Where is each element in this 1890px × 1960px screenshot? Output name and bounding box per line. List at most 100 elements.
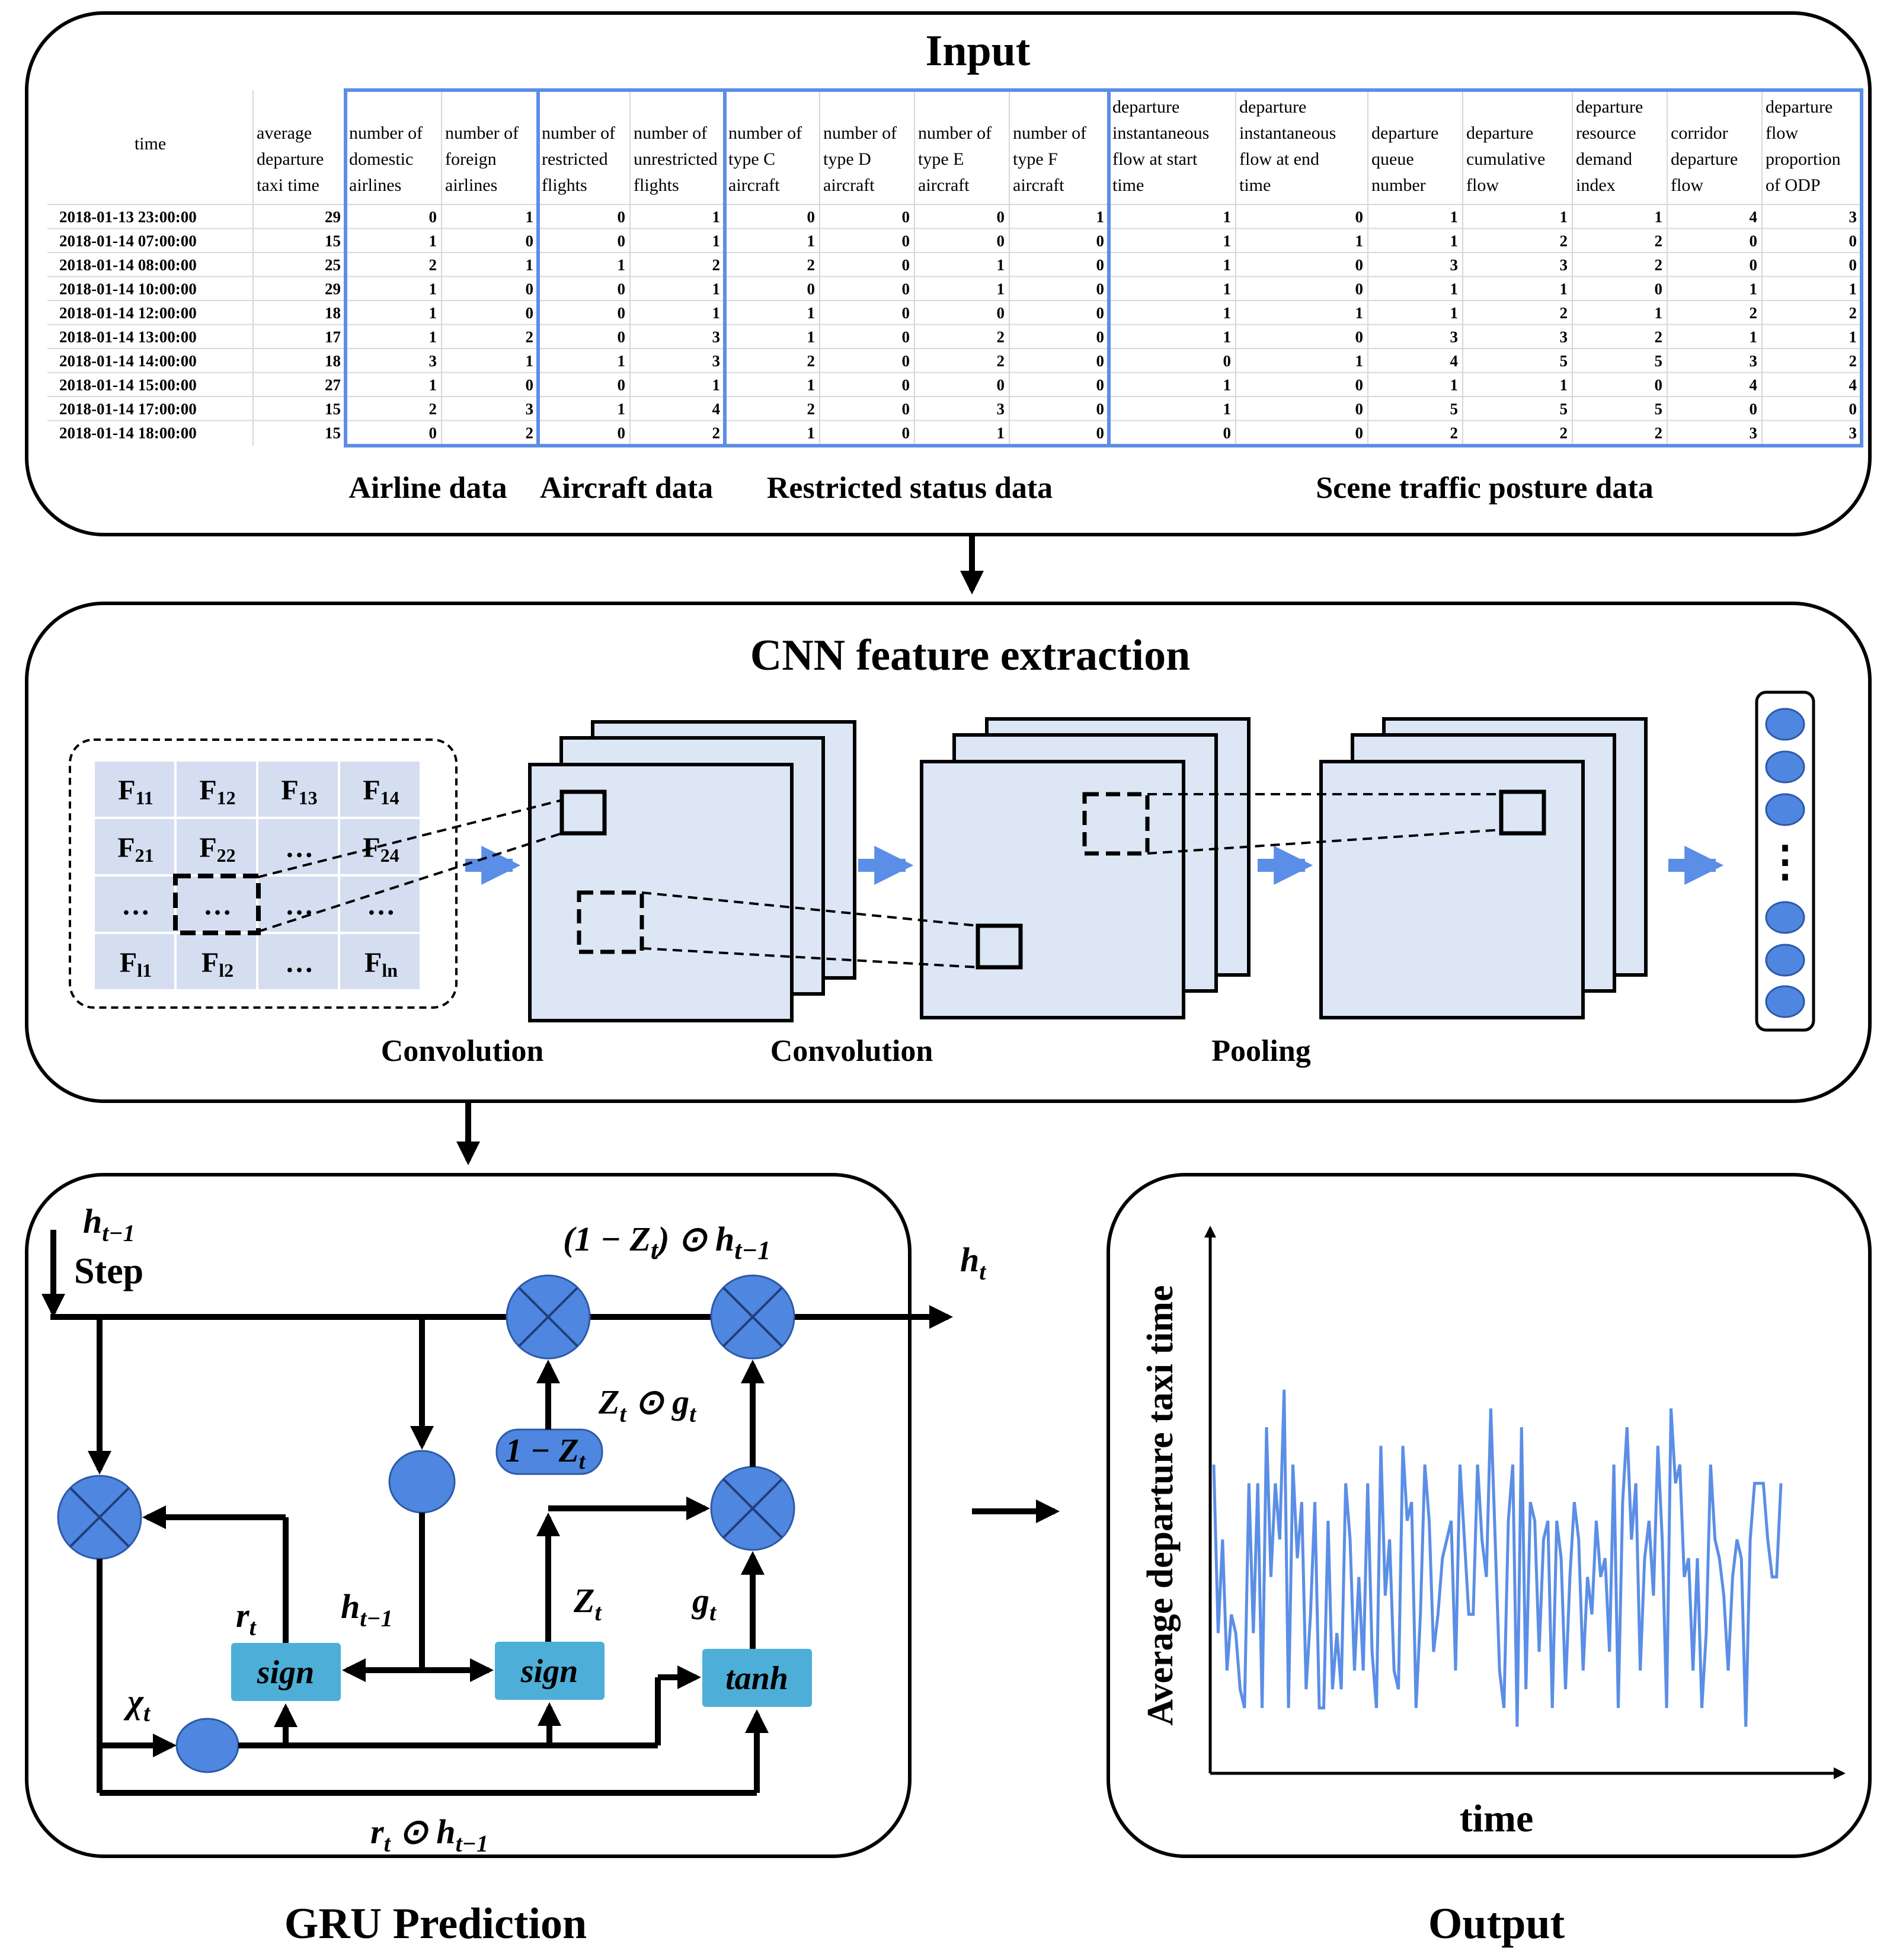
feature-map-stack-1 [528,720,856,1022]
table-cell: 0 [1096,232,1105,250]
feature-cell-label: … [367,890,395,921]
column-header: departure flow proportion of ODP [1766,97,1841,195]
table-cell: 1 [1223,328,1232,346]
table-cell: 18 [325,352,341,370]
table-cell: 1 [1096,208,1105,226]
feature-cell-label: … [121,890,150,921]
table-cell: 1 [618,256,626,274]
table-cell: 0 [1096,352,1105,370]
table-cell: 0 [997,376,1005,394]
table-cell: 0 [526,376,534,394]
update-gate [495,1642,605,1700]
table-cell: 1 [1223,400,1232,418]
table-cell: 0 [902,208,910,226]
table-cell: 1 [1450,280,1459,298]
label-one-minus-z-times-h: (1 − Zt) ⊙ ht−1 [563,1220,770,1265]
table-cell: 3 [1849,208,1857,226]
table-cell: 0 [1096,304,1105,322]
reset-gate [231,1643,341,1701]
table-cell: 2018-01-14 18:00:00 [59,424,197,442]
column-header: departure instantaneous flow at end time [1239,97,1336,195]
feature-cell [177,819,256,874]
table-cell: 0 [997,232,1005,250]
feature-cell [95,819,174,874]
table-cell: 2 [1849,304,1857,322]
feature-cell [177,934,256,989]
table-cell: 0 [429,208,437,226]
table-cell: 1 [526,352,534,370]
table-cell: 2018-01-14 13:00:00 [59,328,197,346]
table-cell: 17 [325,328,341,346]
label-h-prev-top: ht−1 [83,1202,135,1246]
table-cell: 1 [807,376,816,394]
feature-map-stack-2 [920,717,1251,1019]
table-cell: 1 [526,256,534,274]
table-cell: 0 [1096,376,1105,394]
column-header: departure cumulative flow [1466,123,1545,195]
table-cell: 0 [807,208,816,226]
table-cell: 0 [618,328,626,346]
input-node [175,1718,239,1773]
group-label-restricted: Restricted status data [767,471,1053,505]
column-header: corridor departure flow [1671,123,1738,195]
table-cell: 3 [1450,328,1459,346]
label-z-times-g: Zt ⊙ gt [598,1383,697,1427]
projection-line [257,799,562,878]
table-cell: 2 [807,352,816,370]
input-panel [25,11,1872,536]
column-header: departure queue number [1371,123,1438,195]
table-cell: 2 [1655,256,1663,274]
table-cell: 3 [429,352,437,370]
table-cell: 0 [618,304,626,322]
table-cell: 0 [1750,256,1758,274]
table-cell: 0 [1223,352,1232,370]
table-cell: 2 [1560,424,1568,442]
table-cell: 0 [1223,424,1232,442]
group-label-scene: Scene traffic posture data [1316,471,1654,505]
table-cell: 3 [1560,328,1568,346]
table-cell: 2 [807,400,816,418]
table-cell: 0 [526,304,534,322]
table-cell: 1 [712,208,721,226]
table-cell: 1 [1750,280,1758,298]
table-cell: 27 [325,376,341,394]
table-cell: 1 [1450,208,1459,226]
feature-cell [258,819,338,874]
column-header: average departure taxi time [257,123,324,195]
table-cell: 1 [997,256,1005,274]
table-cell: 0 [1849,400,1857,418]
table-cell: 1 [807,328,816,346]
table-cell: 1 [429,280,437,298]
table-cell: 2 [1849,352,1857,370]
x-axis-label: time [1460,1797,1534,1840]
column-header: number of domestic airlines [349,123,423,195]
table-cell: 1 [1223,376,1232,394]
feature-cell [340,934,420,989]
feature-cell [177,877,256,932]
table-cell: 5 [1655,400,1663,418]
stage-label-convolution-2: Convolution [770,1034,933,1068]
receptive-field-window [173,874,261,935]
feature-cell-label: F24 [363,832,399,866]
scene-group-frame [1107,88,1863,447]
table-cell: 0 [1096,280,1105,298]
table-cell: 0 [618,376,626,394]
table-cell: 1 [1450,232,1459,250]
feature-cell [177,762,256,817]
table-cell: 0 [618,424,626,442]
table-cell: 1 [712,304,721,322]
table-cell: 0 [902,424,910,442]
cnn-title: CNN feature extraction [750,631,1191,680]
gru-wiring [88,1317,769,1796]
table-cell: 15 [325,424,341,442]
table-cell: 1 [1223,280,1232,298]
table-cell: 0 [1849,256,1857,274]
table-cell: 2 [712,256,721,274]
multiply-node-top-2 [710,1274,795,1360]
feature-cell [258,762,338,817]
table-cell: 3 [1849,424,1857,442]
table-cell: 2 [526,328,534,346]
table-cell: 0 [1096,328,1105,346]
table-cell: 1 [712,376,721,394]
